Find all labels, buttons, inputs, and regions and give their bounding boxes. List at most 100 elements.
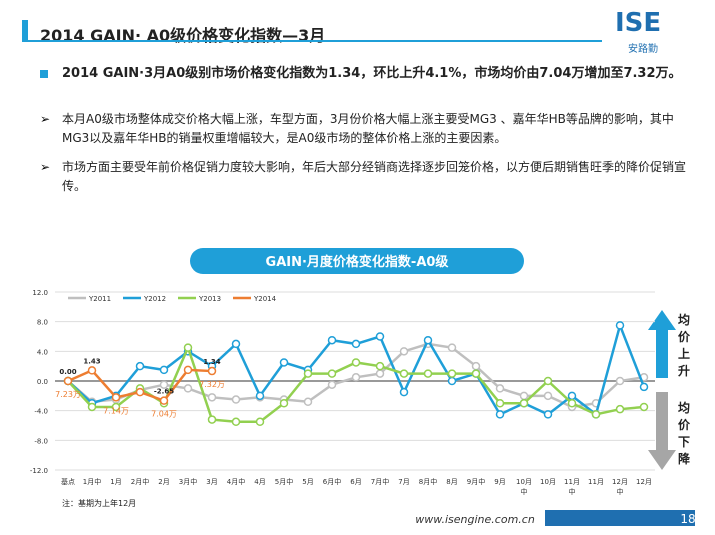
x-tick-label: 7月 (398, 478, 409, 486)
point (183, 384, 193, 393)
point (471, 361, 481, 371)
down-arrow (648, 392, 676, 470)
point (351, 373, 361, 382)
point (279, 358, 289, 367)
headline: 2014 GAIN·3月A0级别市场价格变化指数为1.34，环比上升4.1%，市… (62, 66, 682, 81)
point (351, 358, 361, 367)
point (423, 335, 433, 345)
y-tick-label: 8.0 (37, 319, 48, 327)
point (327, 380, 337, 389)
page-number: 18 (680, 512, 695, 526)
x-tick-label: 1月 (110, 478, 121, 486)
point (447, 376, 457, 386)
x-tick-label: 11月中 (564, 478, 580, 496)
point (615, 321, 625, 330)
value-label: -2.65 (154, 388, 174, 396)
point (87, 366, 97, 375)
point (135, 387, 145, 397)
point (327, 335, 337, 345)
point (375, 369, 385, 378)
x-tick-label: 8月中 (419, 477, 437, 486)
point (303, 397, 313, 407)
point (591, 410, 601, 419)
legend-label: Y2014 (253, 295, 277, 303)
bullet-arrow: ➢ (40, 112, 51, 126)
value-label: 1.34 (203, 358, 220, 366)
logo: ISE (615, 8, 662, 38)
x-tick-label: 8月 (446, 478, 457, 486)
title-rule (22, 40, 602, 42)
x-tick-label: 5月 (302, 478, 313, 486)
x-tick-part: 12月 (612, 478, 628, 486)
point (543, 410, 553, 419)
y-tick-label: -12.0 (30, 467, 48, 475)
bullet: 本月A0级市场整体成交价格大幅上涨，车型方面，3月份价格大幅上涨主要受MG3 、… (62, 112, 674, 145)
point (159, 396, 169, 405)
point (639, 382, 649, 392)
point (87, 402, 97, 412)
point (279, 399, 289, 408)
up-arrow (648, 310, 676, 378)
down-label: 均价下降 (678, 401, 691, 466)
point (519, 391, 529, 401)
x-tick-label: 2月中 (131, 477, 149, 486)
point (111, 393, 121, 402)
x-tick-label: 3月中 (179, 477, 197, 486)
point (447, 343, 457, 352)
x-tick-label: 6月中 (323, 477, 341, 486)
point (495, 399, 505, 408)
x-tick-label: 12月 (636, 478, 652, 486)
annotation: 7.04万 (151, 410, 177, 419)
x-tick-label: 3月 (206, 478, 217, 486)
point (399, 387, 409, 397)
y-tick-label: 12.0 (32, 289, 48, 297)
up-label: 均价上升 (678, 313, 691, 378)
bullet-square (40, 70, 48, 78)
y-tick-label: 0.0 (37, 378, 48, 386)
x-tick-label: 12月中 (612, 478, 628, 496)
legend-label: Y2013 (198, 295, 221, 303)
x-tick-label: 6月 (350, 478, 361, 486)
point (63, 376, 73, 386)
point (615, 404, 625, 414)
x-tick-part: 中 (521, 487, 528, 496)
point (255, 391, 265, 401)
point (399, 347, 409, 356)
point (495, 384, 505, 393)
legend-label: Y2011 (88, 295, 111, 303)
point (639, 402, 649, 412)
point (231, 395, 241, 404)
x-tick-label: 2月 (158, 478, 169, 486)
x-tick-label: 4月 (254, 478, 265, 486)
x-tick-label: 1月中 (83, 477, 101, 486)
point (207, 415, 217, 424)
point (615, 376, 625, 386)
annotation: 7.23万 (55, 390, 81, 399)
chart-title: GAIN·月度价格变化指数-A0级 (266, 254, 450, 270)
value-label: 1.43 (83, 357, 100, 365)
point (495, 410, 505, 419)
point (231, 417, 241, 427)
y-tick-label: -8.0 (34, 437, 48, 445)
legend-label: Y2012 (143, 295, 166, 303)
point (231, 339, 241, 349)
bullet-arrow: ➢ (40, 160, 51, 174)
chart-title-box (190, 248, 524, 274)
point (303, 369, 313, 378)
note: 注：基期为上年12月 (62, 499, 137, 508)
footer-url: www.isengine.com.cn (415, 513, 535, 526)
point (207, 366, 217, 376)
point (135, 361, 145, 371)
y-tick-label: 4.0 (37, 348, 48, 356)
point (327, 369, 337, 378)
title-mark (22, 20, 28, 40)
x-tick-label: 5月中 (275, 477, 293, 486)
x-tick-part: 中 (617, 487, 624, 496)
x-tick-label: 10月 (540, 478, 556, 486)
y-tick-label: -4.0 (34, 408, 48, 416)
annotation: 7.32万 (199, 380, 225, 389)
point (567, 391, 577, 401)
point (543, 391, 553, 401)
